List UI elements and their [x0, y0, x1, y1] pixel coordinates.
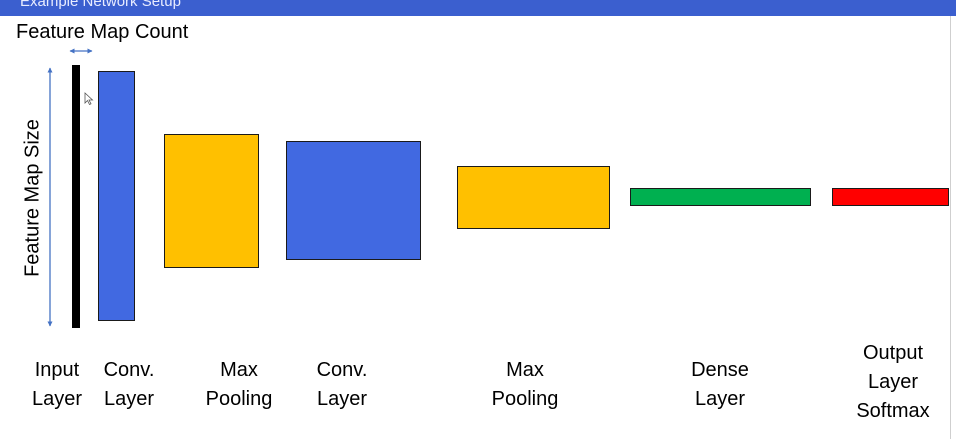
input-layer-label: Input Layer	[31, 359, 83, 410]
max-pooling-2-label: Max Pooling	[491, 359, 559, 410]
max-pooling-2-block	[457, 166, 610, 229]
slide-title: Example Network Setup	[20, 0, 181, 10]
conv-layer-2-block	[286, 141, 421, 260]
output-layer-label: Output Layer Softmax	[856, 342, 930, 422]
window-edge	[950, 16, 951, 439]
max-pooling-1-label: Max Pooling	[205, 359, 273, 410]
dense-layer-label: Dense Layer	[691, 359, 749, 410]
conv-layer-1-label: Conv. Layer	[103, 359, 155, 410]
conv-layer-2-label: Conv. Layer	[316, 359, 368, 410]
max-pooling-1-block	[164, 134, 259, 268]
title-bar: Example Network Setup	[0, 0, 956, 16]
feature-map-count-label: Feature Map Count	[16, 21, 189, 43]
conv-layer-1-block	[98, 71, 135, 321]
input-layer-bar	[72, 65, 80, 328]
output-layer-block	[832, 188, 949, 206]
dense-layer-block	[630, 188, 811, 206]
mouse-pointer-icon	[84, 92, 94, 106]
